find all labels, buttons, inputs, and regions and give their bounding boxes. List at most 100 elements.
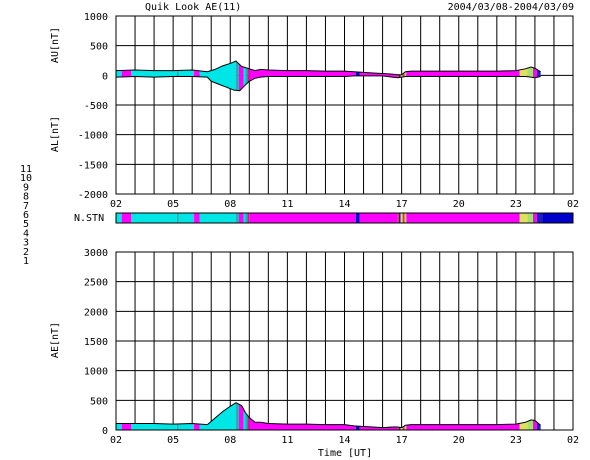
au-axis-label: AU[nT] <box>50 27 61 63</box>
bottom-station-segment <box>355 402 360 430</box>
station-strip-segment <box>406 213 520 223</box>
top-station-segment <box>249 61 356 91</box>
top-x-tick-label: 08 <box>224 199 236 210</box>
bottom-station-segment <box>398 402 401 430</box>
station-strip-segment <box>355 213 360 223</box>
x-axis-label: Time [UT] <box>318 448 372 459</box>
station-strip-segment <box>247 213 250 223</box>
top-station-segment <box>543 0 573 460</box>
bottom-ae-line <box>116 402 541 429</box>
bottom-y-tick-label: 2500 <box>84 278 108 289</box>
bottom-y-tick-label: 3000 <box>84 248 108 259</box>
top-y-tick-label: 1000 <box>84 12 108 23</box>
bottom-station-segment <box>116 402 122 430</box>
top-y-tick-label: -1500 <box>78 160 108 171</box>
top-station-segment <box>519 61 528 91</box>
top-station-segment <box>121 61 132 91</box>
top-y-tick-label: -1000 <box>78 131 108 142</box>
bottom-station-segment <box>121 402 132 430</box>
bottom-station-segment <box>249 402 356 430</box>
station-strip-segment <box>402 213 405 223</box>
top-y-tick-label: -500 <box>84 101 108 112</box>
top-station-segment <box>359 61 398 91</box>
station-strip-segment <box>238 213 244 223</box>
bottom-station-segment <box>543 0 573 460</box>
bottom-station-segment <box>397 402 399 430</box>
station-strip-segment <box>397 213 399 223</box>
top-y-tick-label: 0 <box>102 71 108 82</box>
legend-entry: 5 <box>23 219 29 230</box>
top-y-tick-label: -2000 <box>78 190 108 201</box>
top-x-tick-label: 23 <box>510 199 522 210</box>
bottom-station-segment <box>245 402 248 430</box>
bottom-y-tick-label: 1000 <box>84 367 108 378</box>
legend-entry: 10 <box>20 173 32 184</box>
top-station-segment <box>245 61 248 91</box>
al-axis-label: AL[nT] <box>50 116 61 152</box>
top-x-tick-label: 05 <box>167 199 179 210</box>
top-station-segment <box>247 61 250 91</box>
bottom-frame <box>115 251 574 431</box>
top-station-segment <box>235 61 239 91</box>
bottom-x-tick-label: 20 <box>453 435 465 446</box>
top-x-tick-label: 02 <box>110 199 122 210</box>
ae-axis-label: AE[nT] <box>50 322 61 358</box>
legend-entry: 11 <box>20 164 32 175</box>
station-strip-segment <box>536 213 543 223</box>
station-strip-segment <box>194 213 200 223</box>
station-strip-segment <box>176 213 179 223</box>
bottom-station-segment <box>235 402 239 430</box>
bottom-x-tick-label: 23 <box>510 435 522 446</box>
chart-title: Quik Look AE(11) <box>145 2 241 13</box>
top-station-segment <box>355 61 360 91</box>
legend-entry: 7 <box>23 201 29 212</box>
station-strip-segment <box>249 213 356 223</box>
station-strip: N.STN <box>74 212 574 224</box>
top-x-tick-label: 02 <box>567 199 579 210</box>
top-station-segment <box>397 61 399 91</box>
bottom-station-segment <box>404 402 407 430</box>
bottom-y-tick-label: 1500 <box>84 337 108 348</box>
top-station-segment <box>176 61 179 91</box>
station-strip-label: N.STN <box>74 213 104 224</box>
bottom-station-segment <box>536 402 541 430</box>
top-x-tick-label: 20 <box>453 199 465 210</box>
station-strip-segment <box>542 213 573 223</box>
station-strip-segment <box>131 213 177 223</box>
top-station-segment <box>404 61 407 91</box>
top-station-segment <box>116 61 122 91</box>
top-x-tick-label: 17 <box>396 199 408 210</box>
bottom-x-tick-label: 05 <box>167 435 179 446</box>
top-frame <box>115 15 574 195</box>
legend-entry: 9 <box>23 182 29 193</box>
station-strip-segment <box>533 213 537 223</box>
top-station-segment <box>533 61 537 91</box>
station-strip-segment <box>121 213 132 223</box>
station-strip-segment <box>235 213 239 223</box>
bottom-station-segment <box>359 402 398 430</box>
station-strip-segment <box>199 213 236 223</box>
top-au-line <box>115 60 541 76</box>
top-station-segment <box>536 61 541 91</box>
legend-entry: 2 <box>23 247 29 258</box>
station-strip-segment <box>398 213 401 223</box>
bottom-station-segment <box>243 402 246 430</box>
legend-entry: 1 <box>23 256 29 267</box>
bottom-station-segment <box>194 402 200 430</box>
bottom-y-tick-label: 0 <box>102 426 108 437</box>
station-strip-segment <box>404 213 407 223</box>
station-strip-segment <box>359 213 398 223</box>
bottom-station-segment <box>406 402 520 430</box>
bottom-x-tick-label: 14 <box>338 435 350 446</box>
bottom-station-segment <box>176 402 179 430</box>
station-strip-segment <box>116 213 122 223</box>
station-strip-segment <box>527 213 534 223</box>
bottom-station-segment <box>238 402 244 430</box>
top-station-segment <box>402 61 405 91</box>
top-station-segment <box>406 61 520 91</box>
bottom-y-tick-label: 500 <box>90 396 108 407</box>
bottom-x-tick-label: 02 <box>567 435 579 446</box>
station-strip-segment <box>400 213 403 223</box>
top-station-segment <box>243 61 246 91</box>
